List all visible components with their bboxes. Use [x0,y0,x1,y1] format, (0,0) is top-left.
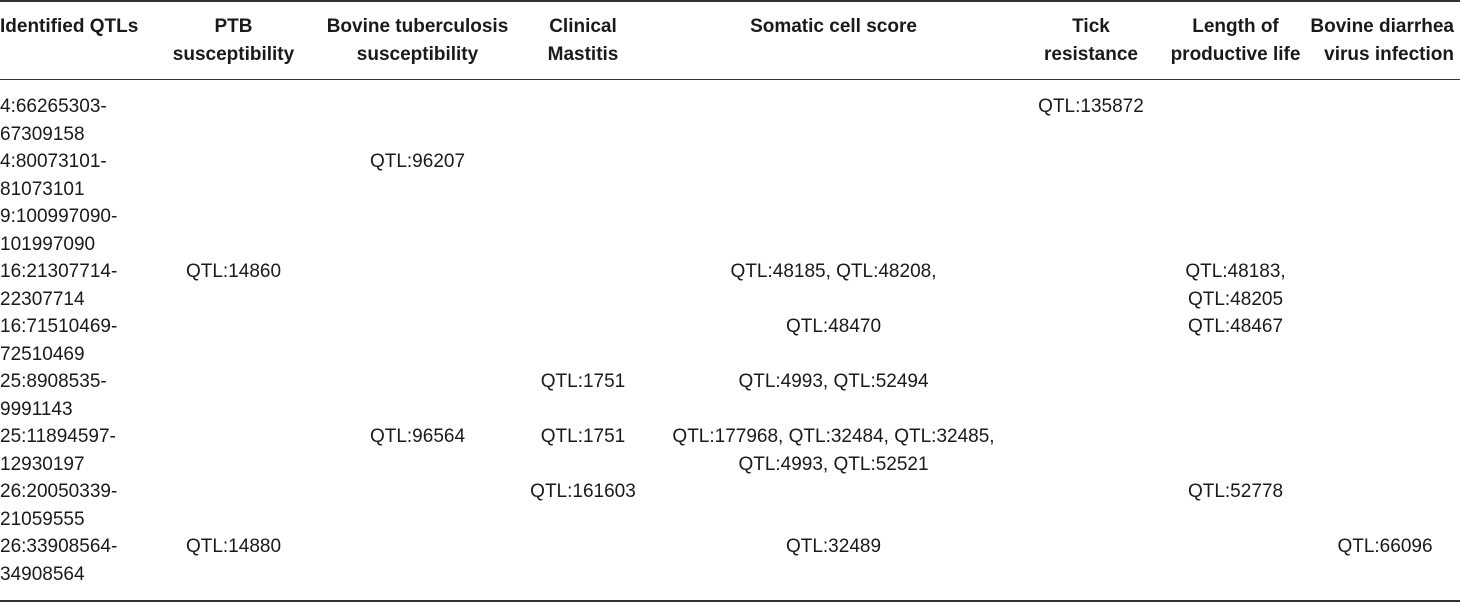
table-cell: 25:8908535- 9991143 [0,371,107,420]
table-cell [315,203,520,258]
table-row: 26:33908564- 34908564 QTL:14880 QTL:3248… [0,533,1460,601]
table-row: 25:11894597- 12930197 QTL:96564 QTL:1751… [0,423,1460,478]
table-cell [520,258,646,313]
table-cell [1310,478,1460,533]
table-cell [152,203,315,258]
table-cell [152,423,315,478]
table-cell: 26:33908564- 34908564 [0,536,118,585]
column-header-somatic-cell-score: Somatic cell score [750,16,917,37]
table-cell [1161,423,1310,478]
table-cell [1161,533,1310,601]
table-cell [520,203,646,258]
table-cell: QTL:48467 [1187,316,1284,337]
table-cell: 26:20050339- 21059555 [0,481,118,530]
table-cell: QTL:48185, QTL:48208, [730,261,937,282]
table-cell: 4:80073101- 81073101 [0,151,107,200]
table-row: 25:8908535- 9991143 QTL:1751 QTL:4993, Q… [0,368,1460,423]
table-cell [1021,368,1161,423]
table-cell [1310,313,1460,368]
column-header-ptb-susceptibility: PTB susceptibility [172,16,295,65]
table-cell [646,80,1021,149]
table-cell [315,533,520,601]
table-cell [1310,203,1460,258]
table-cell [1021,478,1161,533]
table-header: Identified QTLs PTB susceptibility Bovin… [0,1,1460,80]
table-cell: 25:11894597- 12930197 [0,426,116,475]
table-cell: 9:100997090- 101997090 [0,206,118,255]
table-cell [152,478,315,533]
column-header-bovine-diarrhea-virus-infection: Bovine diarrhea virus infection [1310,16,1454,65]
table-cell [1161,203,1310,258]
table-cell [1310,423,1460,478]
table-cell: 16:71510469- 72510469 [0,316,118,365]
table-cell [1021,423,1161,478]
table-cell [315,313,520,368]
table-cell [1021,148,1161,203]
table-cell [315,478,520,533]
column-header-identified-qtls: Identified QTLs [0,16,139,37]
table-cell: QTL:1751 [540,371,626,392]
table-cell: QTL:96207 [369,151,466,172]
table-cell [1310,80,1460,149]
table-cell [1021,258,1161,313]
table-cell: QTL:135872 [1038,96,1144,117]
table-cell: QTL:66096 [1337,536,1433,557]
table-cell [1310,258,1460,313]
table-cell [315,80,520,149]
table-cell [152,148,315,203]
table-cell: QTL:48470 [785,316,882,337]
table-cell [1021,203,1161,258]
table-row: 4:66265303- 67309158 QTL:135872 [0,80,1460,149]
table-cell: QTL:14880 [185,536,282,557]
table-cell [520,533,646,601]
table-row: 9:100997090- 101997090 [0,203,1460,258]
table-cell: QTL:48183, QTL:48205 [1185,261,1286,310]
table-cell: QTL:161603 [530,481,636,502]
table-cell [152,80,315,149]
table-cell [1310,368,1460,423]
column-header-tick-resistance: Tick resistance [1043,16,1138,65]
table-cell [520,313,646,368]
table-cell [152,368,315,423]
table-row: 4:80073101- 81073101 QTL:96207 [0,148,1460,203]
table-cell: QTL:4993, QTL:52494 [738,371,929,392]
table-cell [1161,368,1310,423]
table-body: 4:66265303- 67309158 QTL:135872 4:800731… [0,80,1460,601]
table-cell [1161,80,1310,149]
table-cell [646,148,1021,203]
table-cell: QTL:32489 [785,536,882,557]
table-row: 16:71510469- 72510469 QTL:48470 QTL:4846… [0,313,1460,368]
table-cell: QTL:14860 [185,261,282,282]
table-row: 16:21307714- 22307714 QTL:14860 QTL:4818… [0,258,1460,313]
column-header-clinical-mastitis: Clinical Mastitis [547,16,619,65]
table-cell [520,80,646,149]
table-cell [1021,313,1161,368]
column-header-bovine-tuberculosis-susceptibility: Bovine tuberculosis susceptibility [326,16,509,65]
table-cell [315,368,520,423]
table-cell: QTL:177968, QTL:32484, QTL:32485, QTL:49… [672,426,995,475]
table-cell: QTL:52778 [1187,481,1284,502]
header-row: Identified QTLs PTB susceptibility Bovin… [0,1,1460,80]
table-row: 26:20050339- 21059555 QTL:161603 QTL:527… [0,478,1460,533]
table-cell [520,148,646,203]
table-cell: 16:21307714- 22307714 [0,261,118,310]
table-cell [646,203,1021,258]
column-header-length-of-productive-life: Length of productive life [1170,16,1301,65]
table-cell [152,313,315,368]
table-cell: 4:66265303- 67309158 [0,96,107,145]
table-cell [315,258,520,313]
table-cell: QTL:96564 [369,426,466,447]
table-cell [1021,533,1161,601]
table-cell [1161,148,1310,203]
table-cell [1310,148,1460,203]
table-cell [646,478,1021,533]
table-cell: QTL:1751 [540,426,626,447]
